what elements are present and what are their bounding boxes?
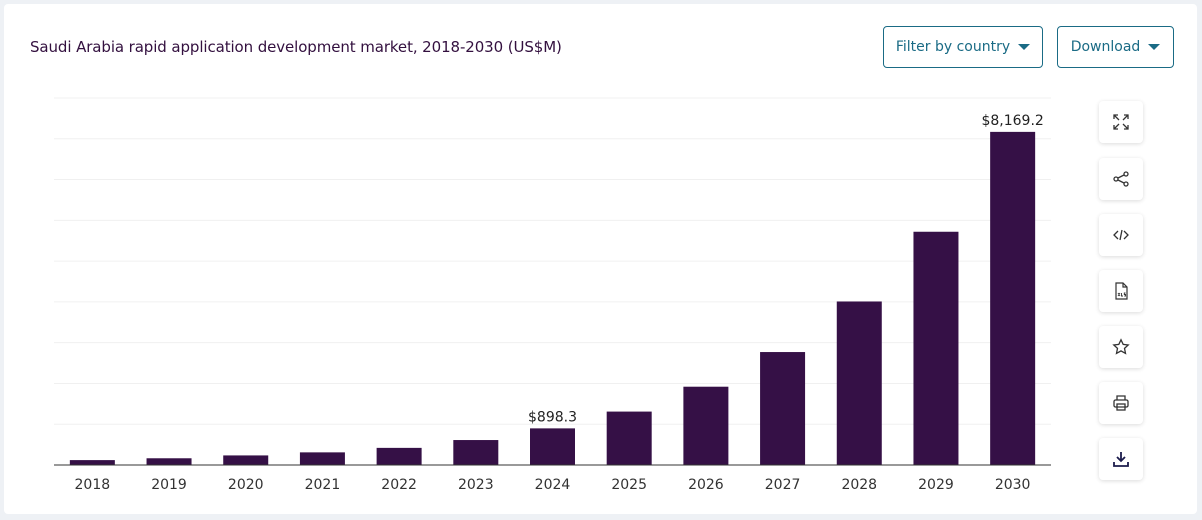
bar-2023[interactable] <box>453 440 499 465</box>
x-tick-label-2025: 2025 <box>611 477 647 493</box>
share-button[interactable] <box>1099 158 1143 200</box>
favorite-button[interactable] <box>1099 326 1143 368</box>
x-tick-label-2030: 2030 <box>995 477 1031 493</box>
xls-file-icon <box>1115 282 1128 300</box>
bar-2028[interactable] <box>836 301 882 465</box>
chevron-down-icon <box>1018 44 1031 50</box>
bar-2030[interactable] <box>990 131 1036 465</box>
x-tick-label-2019: 2019 <box>151 477 187 493</box>
x-tick-label-2022: 2022 <box>381 477 417 493</box>
bar-2018[interactable] <box>69 460 115 465</box>
data-label-2024: $898.3 <box>528 409 577 425</box>
x-tick-label-2024: 2024 <box>535 477 571 493</box>
data-label-2030: $8,169.2 <box>981 113 1043 129</box>
x-tick-label-2026: 2026 <box>688 477 724 493</box>
print-icon <box>1113 395 1129 411</box>
x-tick-label-2027: 2027 <box>765 477 801 493</box>
star-icon <box>1112 338 1130 355</box>
bar-2029[interactable] <box>913 231 959 465</box>
bar-2025[interactable] <box>606 411 652 465</box>
x-tick-label-2029: 2029 <box>918 477 954 493</box>
x-tick-label-2021: 2021 <box>305 477 341 493</box>
share-icon <box>1113 171 1129 187</box>
chart-gridlines <box>54 97 1051 425</box>
download-button-label: Download <box>1070 39 1141 55</box>
embed-code-icon <box>1113 229 1129 241</box>
chart-labels: 2018 2019 2020 2021 2022 2023 2024 $898.3 2025 20… <box>75 113 1044 493</box>
x-tick-label-2018: 2018 <box>75 477 111 493</box>
chart-bars <box>69 131 1036 465</box>
print-button[interactable] <box>1099 382 1143 424</box>
embed-code-button[interactable] <box>1099 214 1143 256</box>
bar-2027[interactable] <box>760 352 806 465</box>
x-tick-label-2020: 2020 <box>228 477 264 493</box>
bar-2019[interactable] <box>146 458 192 465</box>
x-tick-label-2028: 2028 <box>841 477 877 493</box>
bar-2020[interactable] <box>223 455 269 465</box>
expand-button[interactable] <box>1099 101 1143 143</box>
bar-2024[interactable] <box>530 428 575 465</box>
x-tick-label-2023: 2023 <box>458 477 494 493</box>
bar-2021[interactable] <box>299 452 345 465</box>
download-button[interactable] <box>1099 438 1143 480</box>
bar-2026[interactable] <box>683 386 729 465</box>
expand-icon <box>1113 114 1129 130</box>
chart-title: Saudi Arabia rapid application developme… <box>30 38 562 56</box>
bar-2022[interactable] <box>376 447 422 465</box>
xls-export-button[interactable] <box>1099 270 1143 312</box>
chevron-down-icon <box>1148 44 1161 50</box>
filter-button-label: Filter by country <box>895 39 1011 55</box>
download-icon <box>1113 452 1129 467</box>
download-dropdown-button[interactable]: Download <box>1057 26 1174 68</box>
filter-by-country-button[interactable]: Filter by country <box>883 26 1043 68</box>
